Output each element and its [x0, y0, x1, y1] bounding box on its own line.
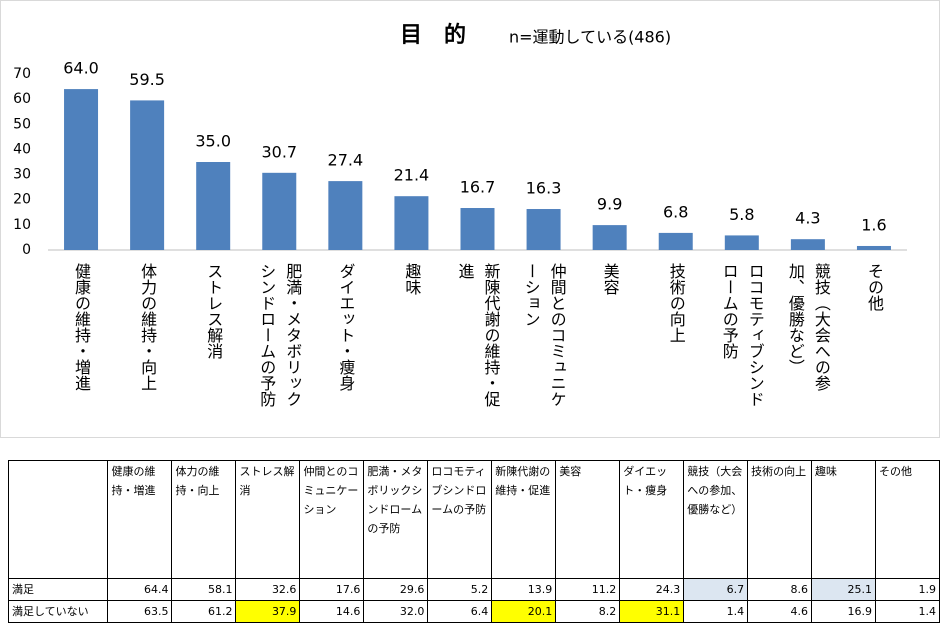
cell: 4.6	[747, 600, 813, 623]
bar	[658, 232, 693, 250]
column-header: 肥満・メタボリックシンドロームの予防	[363, 460, 429, 579]
column-header: ダイエット・痩身	[619, 460, 685, 579]
column-header: 新陳代謝の維持・促進	[491, 460, 557, 579]
bar	[196, 162, 231, 250]
cell: 6.4	[427, 600, 493, 623]
data-row: 満足していない 63.5 61.2 37.9 14.6 32.0 6.4 20.1 8.2 31.…	[7, 600, 940, 623]
column-header: ストレス解消	[235, 460, 301, 579]
column-header: 体力の維持・向上	[171, 460, 237, 579]
column-header: 健康の維持・増進	[107, 460, 173, 579]
cell: 32.6	[235, 578, 301, 601]
cell: 25.1	[811, 578, 876, 601]
value-label: 59.5	[129, 70, 165, 89]
value-label: 16.7	[460, 178, 496, 197]
x-tick-label: ロコモティブシンドロームの予防	[719, 263, 765, 407]
chart: 目 的 n=運動している(486) 0 10 20 30 40 50 60 70 64.0 59.…	[13, 22, 907, 258]
y-tick-label: 40	[13, 141, 31, 157]
column-header: 美容	[555, 460, 621, 579]
x-tick-label: 趣味	[402, 263, 422, 295]
column-header: 競技（大会への参加、優勝など）	[683, 460, 749, 579]
chart-subtitle: n=運動している(486)	[509, 28, 671, 47]
value-label: 64.0	[63, 59, 99, 78]
column-header: 仲間とのコミュニケーション	[299, 460, 365, 579]
cell: 64.4	[107, 578, 173, 601]
x-tick-label: その他	[864, 263, 884, 311]
bar	[394, 196, 429, 250]
data-row: 満足 64.4 58.1 32.6 17.6 29.6 5.2 13.9 11.2 24.3 6.7…	[7, 578, 940, 601]
cell: 1.4	[683, 600, 749, 623]
y-tick-label: 30	[13, 167, 31, 183]
x-tick-label: 肥満・メタボリックシンドロームの予防	[257, 263, 303, 407]
x-tick-label: 健康の維持・増進	[72, 263, 92, 391]
y-tick-label: 10	[13, 217, 31, 233]
bar	[130, 100, 165, 251]
x-tick-label: 美容	[600, 263, 620, 295]
cell: 61.2	[171, 600, 237, 623]
cell: 37.9	[235, 600, 301, 623]
bar	[526, 209, 561, 250]
chart-title: 目 的	[400, 22, 466, 48]
chart-area: 目 的 n=運動している(486) 0 10 20 30 40 50 60 70 64.0 59.…	[0, 0, 940, 438]
bar	[724, 235, 759, 250]
row-label: 満足	[7, 578, 109, 601]
bar	[790, 239, 825, 250]
cell: 58.1	[171, 578, 237, 601]
column-header: ロコモティブシンドロームの予防	[427, 460, 493, 579]
cell: 20.1	[491, 600, 557, 623]
cell: 31.1	[619, 600, 685, 623]
value-label: 9.9	[597, 195, 622, 214]
x-tick-label: 体力の維持・向上	[138, 263, 158, 391]
cell: 32.0	[363, 600, 429, 623]
x-tick-label: ダイエット・痩身	[336, 263, 356, 391]
column-header: 技術の向上	[747, 460, 813, 579]
value-label: 21.4	[394, 166, 430, 185]
y-tick-label: 60	[13, 91, 31, 107]
x-tick-label: 新陳代謝の維持・促進	[455, 263, 501, 407]
bar	[856, 245, 891, 250]
y-tick-label: 20	[13, 192, 31, 208]
cell: 16.9	[811, 600, 876, 623]
column-header: その他	[875, 460, 940, 579]
cell: 11.2	[555, 578, 621, 601]
bar	[64, 89, 99, 250]
cell: 1.4	[875, 600, 940, 623]
cell: 17.6	[299, 578, 365, 601]
x-tick-label: 競技（大会への参加、優勝など）	[785, 263, 831, 391]
cell: 63.5	[107, 600, 173, 623]
y-tick-label: 50	[13, 116, 31, 132]
y-tick-label: 70	[13, 66, 31, 82]
value-label: 6.8	[663, 202, 688, 221]
cell: 13.9	[491, 578, 557, 601]
value-label: 30.7	[261, 142, 297, 161]
header-row: 健康の維持・増進 体力の維持・向上 ストレス解消 仲間とのコミュニケーション 肥満・メタ…	[7, 460, 940, 579]
column-header: 趣味	[811, 460, 876, 579]
bar	[328, 181, 363, 250]
x-tick-label: ストレス解消	[204, 263, 224, 359]
x-tick-label: 仲間とのコミュニケーション	[521, 263, 567, 407]
data-table: 健康の維持・増進 体力の維持・向上 ストレス解消 仲間とのコミュニケーション 肥満・メタ…	[7, 460, 940, 623]
cell: 8.6	[747, 578, 813, 601]
cell: 5.2	[427, 578, 493, 601]
bar	[262, 172, 297, 250]
value-label: 35.0	[195, 132, 231, 151]
cell: 24.3	[619, 578, 685, 601]
row-label: 満足していない	[7, 600, 109, 623]
corner-cell	[7, 460, 109, 579]
value-label: 16.3	[526, 179, 562, 198]
value-label: 5.8	[729, 205, 754, 224]
value-label: 1.6	[861, 215, 886, 234]
cell: 14.6	[299, 600, 365, 623]
x-tick-label: 技術の向上	[666, 263, 686, 343]
bar	[460, 208, 495, 250]
value-label: 27.4	[328, 151, 364, 170]
cell: 6.7	[683, 578, 749, 601]
y-tick-label: 0	[22, 242, 31, 258]
bar	[592, 225, 627, 250]
cell: 8.2	[555, 600, 621, 623]
cell: 1.9	[875, 578, 940, 601]
value-label: 4.3	[795, 209, 820, 228]
cell: 29.6	[363, 578, 429, 601]
